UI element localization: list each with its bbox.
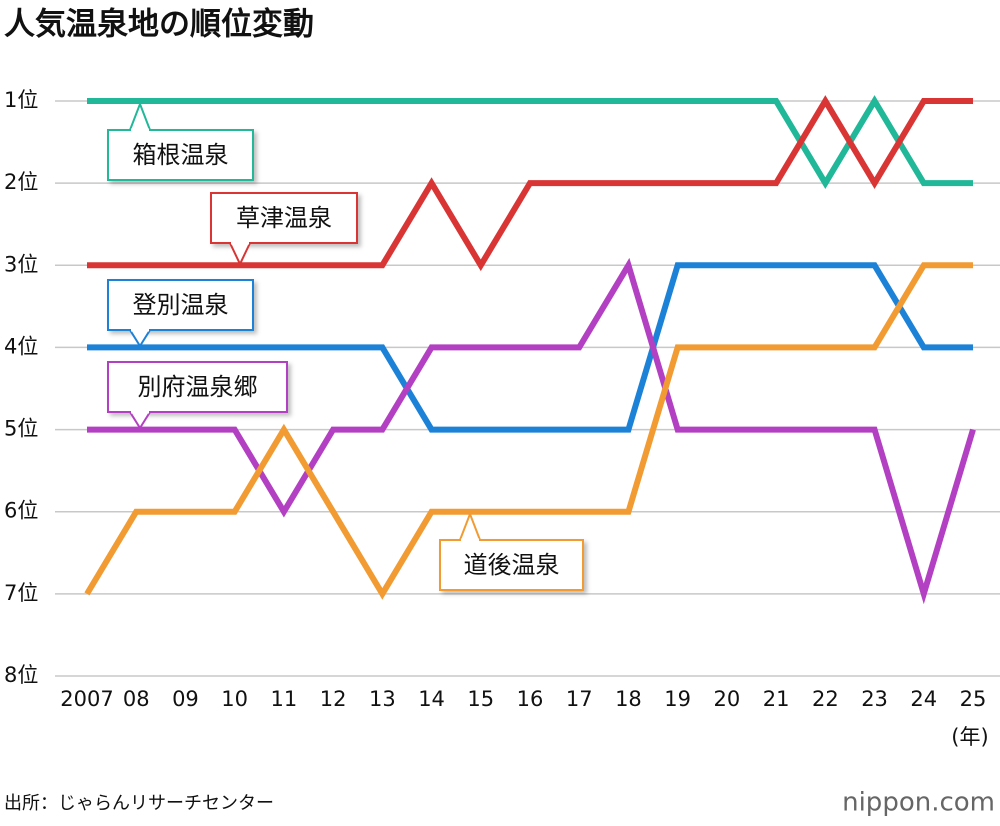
x-tick-label: 21 — [763, 687, 790, 711]
x-tick-label: 24 — [910, 687, 937, 711]
x-tick-label: 2007 — [60, 687, 113, 711]
series-line — [87, 262, 973, 433]
callout-box — [107, 279, 254, 331]
x-tick-label: 09 — [172, 687, 199, 711]
series-line — [84, 262, 973, 600]
y-tick-label: 8位 — [4, 663, 38, 687]
source: 出所：じゃらんリサーチセンター — [4, 793, 274, 814]
y-tick-label: 7位 — [4, 581, 38, 605]
x-tick-label: 17 — [566, 687, 593, 711]
legend-label: 道後温泉 — [464, 551, 560, 579]
series-line — [87, 95, 973, 189]
y-tick-label: 5位 — [4, 417, 38, 441]
x-tick-label: 15 — [467, 687, 494, 711]
callout-pointer — [459, 511, 481, 541]
y-tick-label: 4位 — [4, 334, 38, 358]
y-tick-label: 6位 — [4, 499, 38, 523]
callout-box — [439, 539, 584, 591]
callout-box — [210, 192, 358, 244]
legend-label: 登別温泉 — [133, 291, 229, 319]
y-tick-label: 3位 — [4, 252, 38, 276]
x-tick-label: 19 — [664, 687, 691, 711]
callout-box — [107, 129, 254, 181]
y-tick-label: 1位 — [4, 88, 38, 112]
callout-pointer — [129, 329, 151, 348]
x-tick-label: 12 — [320, 687, 347, 711]
series-line — [87, 95, 973, 272]
y-tick-label: 2位 — [4, 170, 38, 194]
legend-label: 箱根温泉 — [133, 141, 229, 169]
x-axis-label: (年) — [951, 725, 988, 749]
x-tick-label: 23 — [861, 687, 888, 711]
callout-pointer — [129, 101, 151, 131]
x-tick-label: 22 — [812, 687, 839, 711]
x-tick-label: 08 — [123, 687, 150, 711]
x-tick-label: 10 — [221, 687, 248, 711]
logo: nippon.com — [842, 788, 995, 818]
legend-label: 別府温泉郷 — [138, 373, 258, 401]
x-tick-label: 16 — [517, 687, 544, 711]
callout-pointer — [129, 411, 151, 430]
x-tick-label: 25 — [960, 687, 987, 711]
x-tick-label: 20 — [714, 687, 741, 711]
x-tick-label: 11 — [271, 687, 298, 711]
legend-label: 草津温泉 — [236, 204, 332, 232]
x-tick-label: 18 — [615, 687, 642, 711]
x-tick-label: 13 — [369, 687, 396, 711]
callout-box — [107, 361, 288, 413]
chart-title: 人気温泉地の順位変動 — [4, 7, 314, 43]
x-tick-label: 14 — [418, 687, 445, 711]
series-line — [87, 257, 976, 605]
callout-pointer — [229, 242, 251, 267]
